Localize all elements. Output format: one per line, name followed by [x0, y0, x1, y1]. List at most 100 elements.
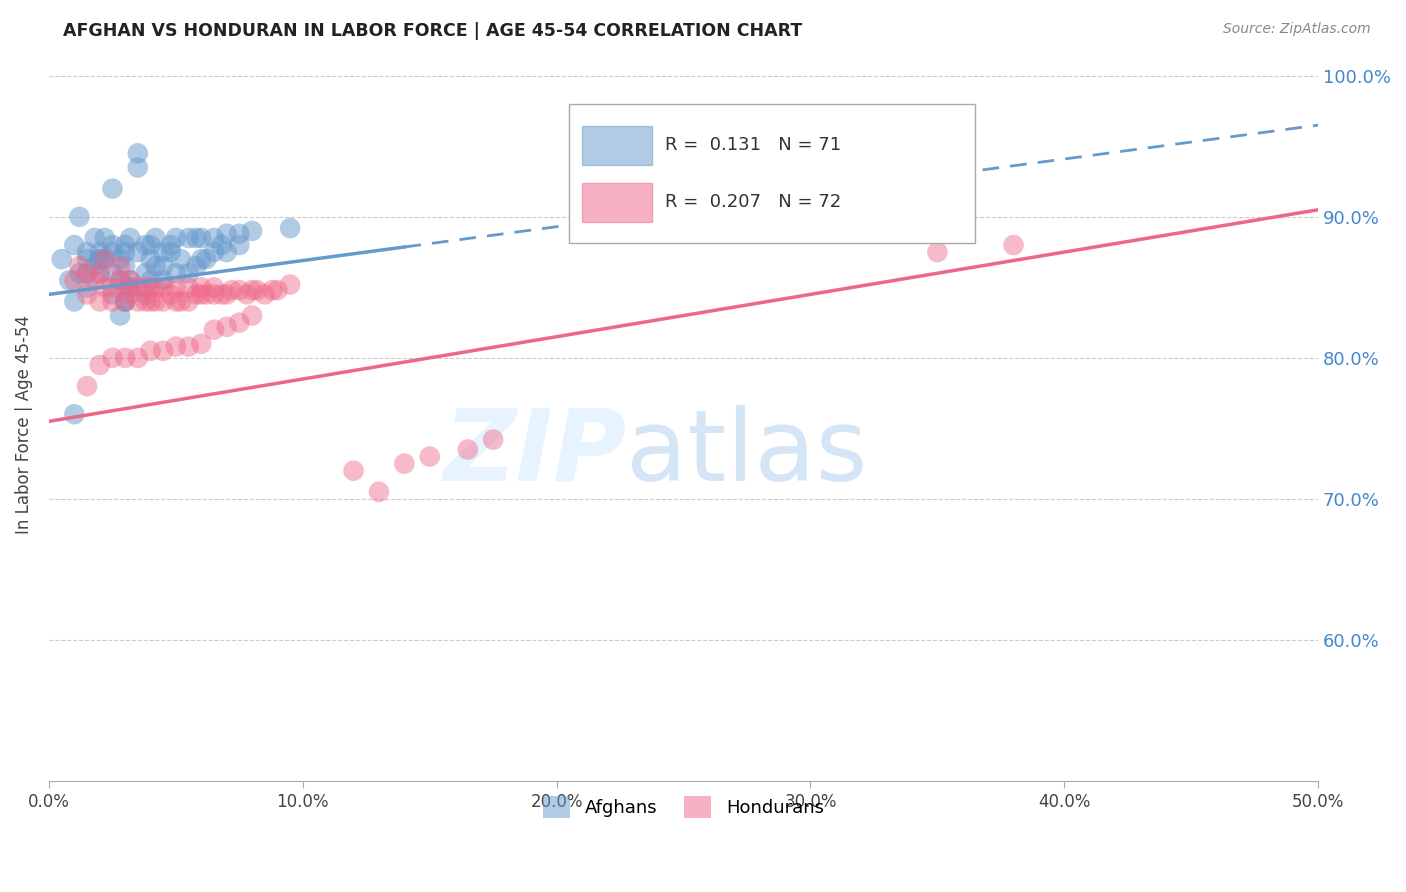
Point [228, 238, 250, 252]
Point [108, 252, 131, 267]
Point [114, 238, 136, 252]
Point [190, 287, 212, 301]
Point [419, 450, 441, 464]
Point [177, 231, 200, 245]
Text: Source: ZipAtlas.com: Source: ZipAtlas.com [1223, 22, 1371, 37]
Point [186, 287, 208, 301]
Point [89, 252, 111, 267]
Point [177, 340, 200, 354]
Point [190, 231, 212, 245]
Point [186, 259, 208, 273]
Point [165, 294, 187, 309]
Point [159, 245, 181, 260]
Point [165, 231, 187, 245]
Point [211, 238, 233, 252]
Point [134, 294, 156, 309]
Point [101, 351, 124, 365]
Point [195, 287, 218, 301]
Point [134, 266, 156, 280]
Point [114, 294, 136, 309]
Point [108, 259, 131, 273]
Point [145, 294, 167, 309]
Point [76, 266, 98, 280]
Point [228, 227, 250, 241]
Point [152, 273, 174, 287]
Point [76, 252, 98, 267]
Point [108, 273, 131, 287]
Point [89, 245, 111, 260]
Point [139, 273, 162, 287]
Point [202, 323, 225, 337]
Text: R =  0.207   N = 72: R = 0.207 N = 72 [665, 193, 841, 211]
Point [186, 231, 208, 245]
Point [215, 319, 238, 334]
Point [190, 336, 212, 351]
Point [134, 287, 156, 301]
Point [63, 273, 86, 287]
Point [83, 273, 105, 287]
Point [120, 273, 142, 287]
Point [152, 343, 174, 358]
Point [89, 294, 111, 309]
Point [127, 146, 149, 161]
Point [134, 280, 156, 294]
Point [120, 273, 142, 287]
Text: AFGHAN VS HONDURAN IN LABOR FORCE | AGE 45-54 CORRELATION CHART: AFGHAN VS HONDURAN IN LABOR FORCE | AGE … [63, 22, 803, 40]
Point [127, 280, 149, 294]
Point [83, 231, 105, 245]
Point [76, 280, 98, 294]
Point [262, 283, 284, 297]
Point [190, 280, 212, 294]
Point [202, 287, 225, 301]
Point [89, 266, 111, 280]
Point [177, 280, 200, 294]
Point [76, 379, 98, 393]
Point [114, 351, 136, 365]
Point [211, 287, 233, 301]
Point [1002, 238, 1025, 252]
Point [215, 245, 238, 260]
Point [266, 283, 288, 297]
Point [159, 238, 181, 252]
Point [120, 280, 142, 294]
Point [139, 280, 162, 294]
Point [215, 287, 238, 301]
Point [170, 294, 193, 309]
Point [202, 280, 225, 294]
Point [342, 464, 364, 478]
Point [145, 280, 167, 294]
Point [120, 231, 142, 245]
Point [94, 231, 117, 245]
Point [177, 266, 200, 280]
Point [202, 231, 225, 245]
Point [145, 231, 167, 245]
Point [101, 280, 124, 294]
Point [139, 252, 162, 267]
Point [101, 238, 124, 252]
Point [246, 283, 269, 297]
Point [114, 294, 136, 309]
Point [927, 245, 949, 260]
Point [159, 287, 181, 301]
Point [253, 287, 276, 301]
Point [114, 245, 136, 260]
Point [139, 294, 162, 309]
Point [89, 266, 111, 280]
FancyBboxPatch shape [582, 183, 652, 222]
Point [127, 351, 149, 365]
FancyBboxPatch shape [569, 104, 976, 244]
Point [240, 309, 263, 323]
Point [108, 273, 131, 287]
Point [221, 283, 243, 297]
Point [51, 252, 73, 267]
Point [101, 294, 124, 309]
Point [63, 294, 86, 309]
Point [215, 227, 238, 241]
Point [101, 287, 124, 301]
Point [368, 484, 391, 499]
Point [482, 433, 505, 447]
Point [152, 280, 174, 294]
Point [202, 245, 225, 260]
Point [228, 283, 250, 297]
Point [101, 245, 124, 260]
